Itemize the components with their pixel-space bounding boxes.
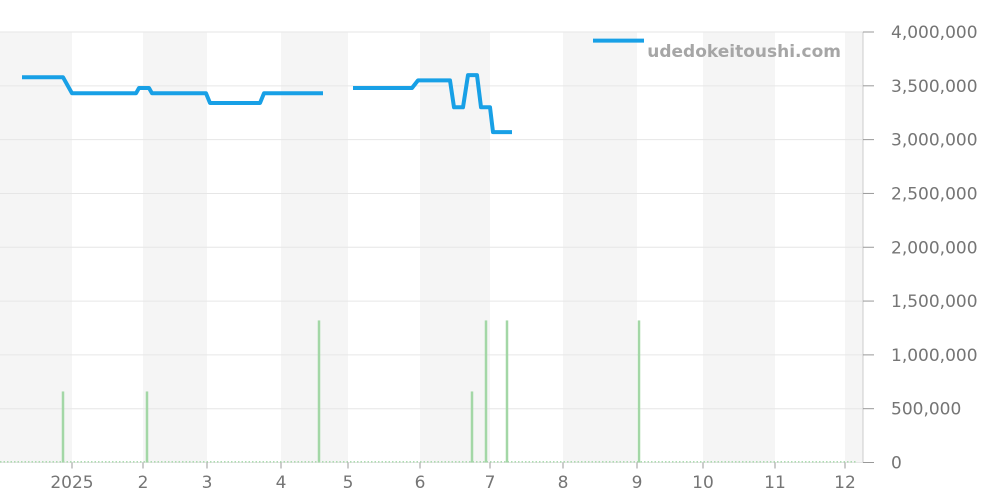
y-axis-tick-label: 500,000 [891, 400, 961, 420]
sold-bar [317, 320, 321, 463]
x-axis-tick-label: 10 [692, 473, 714, 493]
y-axis-tick-label: 1,500,000 [891, 292, 978, 312]
watermark: udedokeitoushi.com [647, 42, 841, 62]
sold-bar [505, 320, 509, 463]
y-axis-tick-label: 2,000,000 [891, 238, 978, 258]
y-axis-tick-label: 3,500,000 [891, 77, 978, 97]
x-axis-tick-label: 7 [485, 473, 496, 493]
sold-bar [61, 391, 65, 463]
price-line-segment [22, 75, 323, 105]
x-axis-tick-label: 2 [138, 473, 149, 493]
sold-bar [484, 320, 488, 463]
x-axis-tick-label: 9 [632, 473, 643, 493]
x-axis-tick-label: 8 [558, 473, 569, 493]
y-axis-tick-label: 2,500,000 [891, 184, 978, 204]
x-axis-tick-label: 11 [764, 473, 786, 493]
y-axis-tick-label: 4,000,000 [891, 23, 978, 43]
x-axis-tick-label: 6 [415, 473, 426, 493]
sold-bar [145, 391, 149, 463]
y-axis-tick-label: 3,000,000 [891, 131, 978, 151]
x-axis-tick-label: 4 [276, 473, 287, 493]
sold-bar [470, 391, 474, 463]
x-axis-tick-label: 12 [834, 473, 856, 493]
y-axis-tick-label: 0 [891, 454, 902, 474]
x-axis-tick-label: 2025 [50, 473, 93, 493]
x-axis-tick-label: 3 [202, 473, 213, 493]
x-axis-tick-label: 5 [343, 473, 354, 493]
y-axis-tick-label: 1,000,000 [891, 346, 978, 366]
price-line-segment [353, 73, 512, 135]
sold-bar [637, 320, 641, 463]
